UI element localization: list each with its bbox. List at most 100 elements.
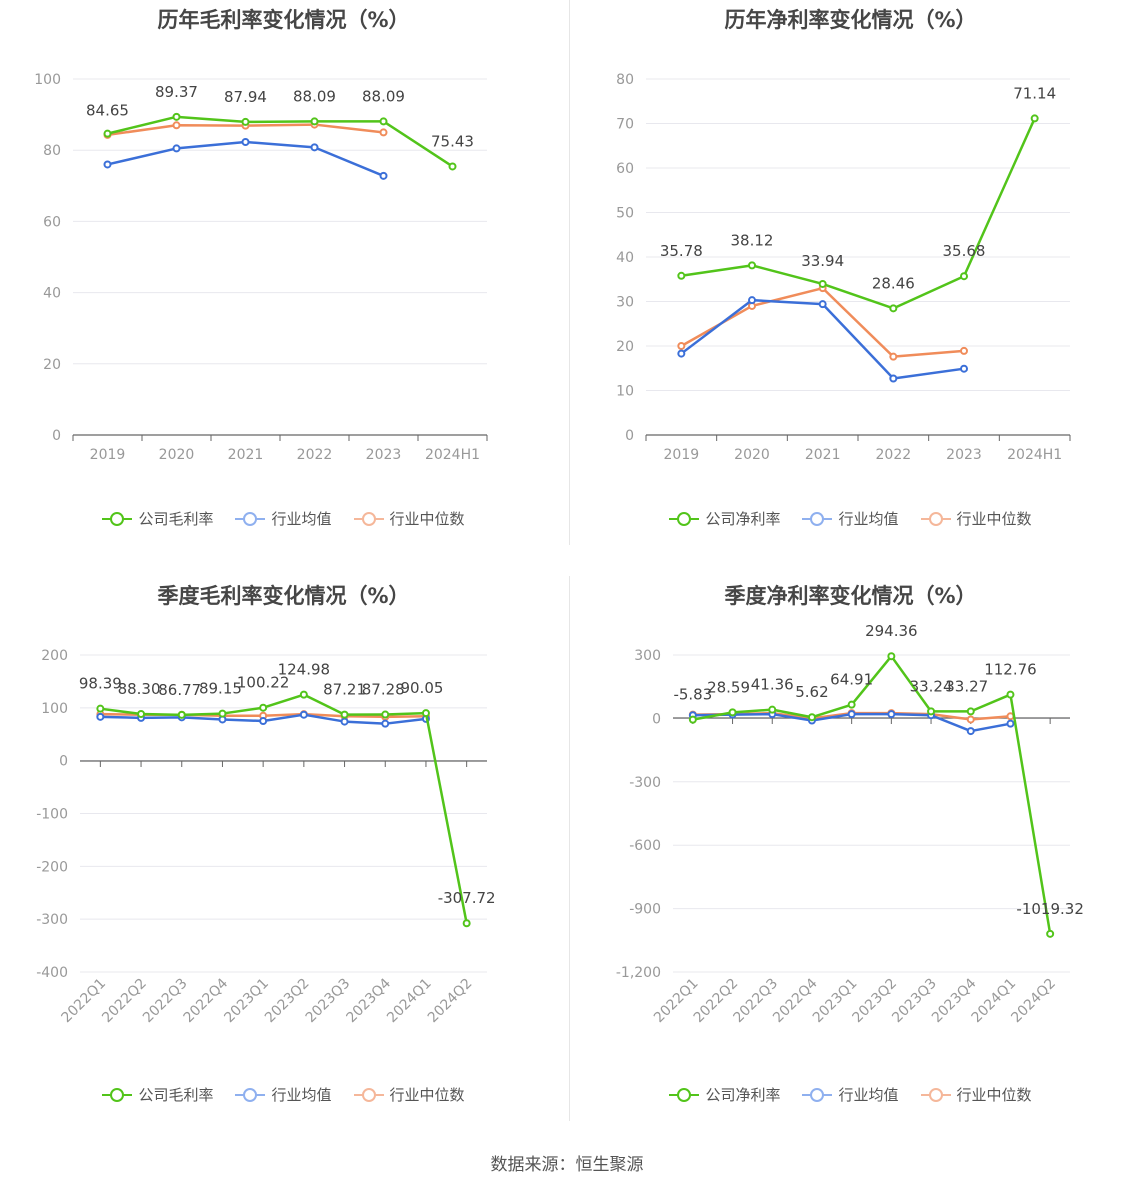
legend-marker-icon	[920, 1087, 951, 1102]
legend-marker-icon	[669, 1087, 700, 1102]
y-tick-label: -200	[36, 859, 68, 875]
legend-label: 公司毛利率	[138, 510, 214, 528]
legend-label: 行业均值	[271, 1086, 332, 1104]
x-tick-label: 2024Q1	[384, 976, 435, 1027]
chart-legend: 公司毛利率 行业均值 行业中位数	[0, 508, 567, 529]
data-label: 88.30	[118, 680, 161, 698]
data-point-median	[960, 346, 968, 355]
data-point-median	[379, 128, 388, 137]
data-point-avg	[172, 144, 181, 153]
x-tick-label: 2020	[734, 447, 770, 463]
data-point-avg	[96, 712, 105, 721]
y-tick-label: 0	[625, 428, 634, 444]
data-point-avg	[381, 719, 390, 728]
chart-legend: 公司毛利率 行业均值 行业中位数	[0, 1084, 567, 1105]
legend-item-company[interactable]: 公司净利率	[669, 508, 780, 529]
y-tick-label: -300	[36, 912, 68, 928]
x-tick-label: 2022	[297, 447, 333, 463]
data-label: 64.91	[830, 671, 873, 689]
legend-label: 行业中位数	[389, 1086, 465, 1104]
x-tick-label: 2024Q2	[425, 976, 476, 1027]
data-label: 88.09	[293, 87, 336, 105]
x-tick-label: 2021	[228, 447, 264, 463]
legend-item-company[interactable]: 公司毛利率	[102, 1084, 213, 1105]
data-point-median	[966, 715, 975, 724]
data-point-company	[748, 261, 756, 270]
data-label: 33.94	[801, 252, 844, 270]
y-tick-label: 10	[616, 384, 634, 400]
legend-item-median[interactable]: 行业中位数	[353, 1084, 465, 1105]
x-tick-label: 2022	[876, 447, 912, 463]
data-point-company	[728, 708, 737, 717]
x-tick-label: 2023	[946, 447, 982, 463]
data-label: 87.94	[224, 88, 267, 106]
data-label: -5.83	[673, 686, 712, 704]
legend-label: 公司毛利率	[138, 1086, 214, 1104]
y-tick-label: 0	[652, 711, 661, 727]
data-label: 33.24	[910, 677, 953, 695]
y-tick-label: 60	[616, 161, 634, 177]
data-point-avg	[340, 717, 349, 726]
legend-label: 行业均值	[838, 1086, 899, 1104]
legend-marker-icon	[802, 1087, 833, 1102]
data-label: 87.28	[362, 681, 405, 699]
x-tick-label: 2021	[805, 447, 841, 463]
data-point-avg	[818, 300, 827, 309]
y-tick-label: -300	[629, 775, 661, 791]
data-point-company	[379, 117, 388, 126]
data-label: 124.98	[278, 661, 331, 679]
legend-item-company[interactable]: 公司净利率	[669, 1084, 780, 1105]
data-point-company	[1046, 929, 1055, 938]
data-point-avg	[1006, 719, 1015, 728]
y-tick-label: 70	[616, 117, 634, 133]
data-point-company	[807, 713, 816, 722]
legend-item-median[interactable]: 行业中位数	[920, 508, 1032, 529]
legend-label: 行业中位数	[389, 510, 465, 528]
legend-item-median[interactable]: 行业中位数	[920, 1084, 1032, 1105]
legend-item-company[interactable]: 公司毛利率	[102, 508, 213, 529]
chart-title: 季度净利率变化情况（%）	[724, 584, 977, 608]
data-label: 84.65	[86, 102, 129, 120]
y-tick-label: -900	[629, 902, 661, 918]
data-label: -1019.32	[1016, 900, 1083, 918]
y-tick-label: 60	[43, 214, 61, 230]
data-label: 35.68	[943, 242, 986, 260]
data-label: 5.62	[795, 683, 828, 701]
data-point-company	[462, 919, 471, 928]
legend-label: 行业均值	[838, 510, 899, 528]
data-source: 数据来源：恒生聚源	[490, 1155, 644, 1175]
data-point-company	[818, 279, 827, 288]
data-point-company	[340, 710, 349, 719]
legend-item-avg[interactable]: 行业均值	[802, 508, 899, 529]
data-point-company	[218, 709, 227, 718]
legend-item-avg[interactable]: 行业均值	[235, 1084, 332, 1105]
data-label: 71.14	[1013, 84, 1056, 102]
x-tick-label: 2024Q2	[1008, 976, 1059, 1027]
data-point-company	[889, 304, 898, 313]
data-point-company	[768, 705, 777, 714]
series-line-avg	[107, 140, 384, 177]
chart-title: 历年毛利率变化情况（%）	[157, 8, 410, 32]
data-label: 86.77	[158, 681, 201, 699]
data-point-company	[448, 162, 457, 171]
y-tick-label: 80	[43, 143, 61, 159]
x-tick-label: 2019	[90, 447, 126, 463]
legend-label: 行业中位数	[956, 1086, 1032, 1104]
data-point-company	[966, 707, 975, 716]
x-tick-label: 2024H1	[1007, 447, 1062, 463]
series-line-avg	[680, 298, 965, 380]
legend-item-avg[interactable]: 行业均值	[235, 508, 332, 529]
data-point-company	[103, 129, 112, 138]
chart-plot: -400 -300 -200 -100 0 100 200 2022Q12022Q22022Q…	[36, 648, 495, 1027]
legend-item-median[interactable]: 行业中位数	[353, 508, 465, 529]
legend-item-avg[interactable]: 行业均值	[802, 1084, 899, 1105]
quarterly-gross-margin-chart: 季度毛利率变化情况（%） -400 -300 -200 -100 0 100 200 2022…	[0, 576, 567, 1152]
data-point-company	[421, 709, 430, 718]
data-point-median	[677, 342, 686, 350]
data-point-company	[887, 652, 896, 661]
y-tick-label: 0	[52, 428, 61, 444]
data-point-company	[177, 710, 186, 719]
x-tick-label: 2023Q1	[221, 976, 272, 1027]
data-point-avg	[379, 171, 388, 180]
legend-label: 行业中位数	[956, 510, 1032, 528]
